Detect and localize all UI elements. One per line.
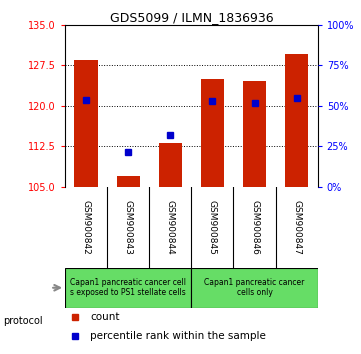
Text: Capan1 pancreatic cancer cell
s exposed to PS1 stellate cells: Capan1 pancreatic cancer cell s exposed … (70, 278, 186, 297)
Text: GSM900843: GSM900843 (124, 200, 132, 255)
Text: Capan1 pancreatic cancer
cells only: Capan1 pancreatic cancer cells only (204, 278, 305, 297)
Bar (74, 60, 97, 187)
Bar (243, 81, 266, 187)
Bar (201, 79, 224, 187)
Text: percentile rank within the sample: percentile rank within the sample (90, 331, 266, 341)
Text: GSM900846: GSM900846 (250, 200, 259, 255)
Bar (117, 176, 140, 187)
Bar (285, 55, 308, 187)
Text: count: count (90, 312, 120, 322)
Text: GSM900847: GSM900847 (292, 200, 301, 255)
Bar (159, 143, 182, 187)
Text: GSM900845: GSM900845 (208, 200, 217, 255)
Bar (65, 268, 191, 308)
Title: GDS5099 / ILMN_1836936: GDS5099 / ILMN_1836936 (109, 11, 273, 24)
Text: GSM900842: GSM900842 (82, 200, 91, 255)
Bar (191, 268, 318, 308)
Text: protocol: protocol (4, 316, 43, 326)
Text: GSM900844: GSM900844 (166, 200, 175, 255)
